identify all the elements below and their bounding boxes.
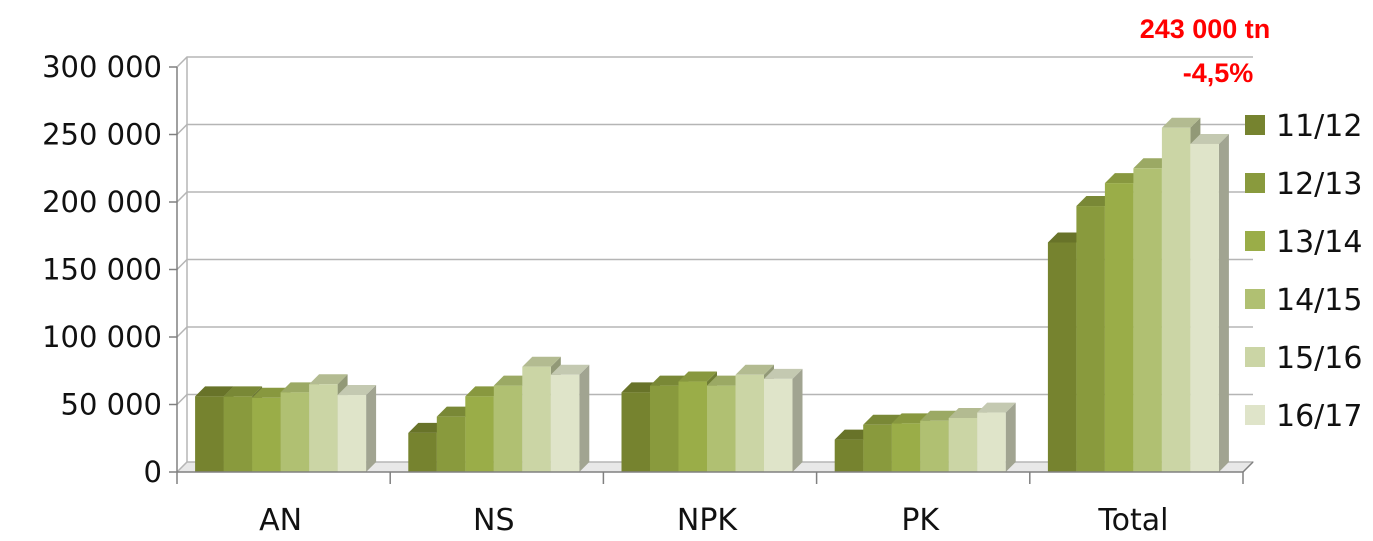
bar-top — [522, 356, 561, 367]
bar-ns-16-17 — [550, 364, 590, 472]
bar-front — [436, 416, 466, 472]
legend-item: 11/12 — [1245, 109, 1362, 144]
bar-front — [1104, 183, 1134, 472]
bar-front — [1047, 242, 1077, 472]
gridline — [176, 56, 1253, 68]
legend-swatch — [1245, 173, 1265, 193]
bar-front — [1076, 206, 1105, 473]
legend-item: 15/16 — [1245, 341, 1362, 376]
bar-front — [977, 412, 1006, 472]
x-category-label: Total — [1097, 503, 1168, 538]
gridline — [176, 258, 1253, 271]
bar-side — [792, 368, 803, 472]
bar-front — [223, 396, 253, 472]
bar-front — [550, 374, 580, 472]
total-annotation: 243 000 tn — [1140, 14, 1271, 44]
bar-front — [650, 385, 679, 472]
bar-front — [764, 378, 793, 472]
bar-top — [863, 414, 902, 425]
bar-front — [408, 432, 437, 472]
legend: 11/12 12/13 13/14 14/15 15/16 16/17 — [1245, 109, 1362, 434]
bar-top — [223, 386, 263, 397]
y-tick-label: 0 — [144, 455, 162, 489]
bar-front — [1133, 168, 1162, 472]
bar-front — [920, 420, 949, 472]
x-category-label: NS — [473, 503, 514, 538]
bar-front — [252, 397, 281, 472]
bar-top — [678, 371, 717, 382]
y-tick-label: 300 000 — [42, 50, 162, 84]
x-category-label: NPK — [677, 503, 739, 538]
legend-swatch — [1245, 289, 1265, 309]
legend-swatch — [1245, 231, 1265, 251]
gridline — [176, 123, 1253, 136]
gridline — [176, 326, 1253, 338]
bar-front — [280, 392, 310, 472]
bar-top — [195, 386, 234, 397]
y-tick-label: 50 000 — [61, 388, 162, 422]
gridline — [176, 191, 1253, 203]
bar-top — [977, 402, 1016, 413]
legend-item: 14/15 — [1245, 283, 1362, 318]
bar-front — [863, 424, 892, 472]
legend-label: 16/17 — [1276, 399, 1362, 434]
bar-front — [948, 418, 978, 472]
legend-label: 14/15 — [1276, 283, 1362, 318]
y-axis: 0 50 000 100 000 150 000 200 000 250 000 300 0… — [42, 50, 178, 489]
bar-front — [621, 392, 650, 472]
legend-swatch — [1245, 405, 1265, 425]
bar-front — [309, 384, 338, 472]
x-axis: AN NS NPK PK Total — [176, 461, 1254, 538]
bar-side — [1218, 133, 1229, 472]
bar-front — [1190, 143, 1219, 472]
bar-npk-16-17 — [764, 368, 803, 472]
bar-top — [735, 364, 774, 375]
bar-side — [1005, 402, 1016, 472]
bar-an-16-17 — [337, 385, 377, 472]
bar-top — [764, 368, 803, 379]
bar-front — [493, 385, 523, 472]
bar-front — [834, 439, 864, 472]
bar-top — [1190, 133, 1229, 144]
x-category-label: PK — [901, 503, 940, 538]
bar-pk-16-17 — [977, 402, 1016, 472]
bar-front — [707, 385, 736, 472]
bar-front — [735, 374, 764, 472]
legend-swatch — [1245, 115, 1265, 135]
legend-item: 12/13 — [1245, 167, 1362, 202]
bar-front — [337, 395, 367, 472]
bar-top — [337, 385, 377, 396]
bar-top — [550, 364, 590, 375]
bar-front — [522, 366, 551, 472]
bars — [195, 117, 1229, 473]
floor-right-edge — [1242, 461, 1254, 473]
bar-side — [366, 385, 377, 472]
legend-swatch — [1245, 347, 1265, 367]
legend-item: 16/17 — [1245, 399, 1362, 434]
bar-total-16-17 — [1190, 133, 1229, 472]
legend-item: 13/14 — [1245, 225, 1362, 260]
bar-top — [1161, 117, 1201, 128]
legend-label: 13/14 — [1276, 225, 1362, 260]
legend-label: 15/16 — [1276, 341, 1362, 376]
bar-front — [195, 396, 224, 472]
bar-front — [891, 423, 921, 472]
gridline — [176, 393, 1253, 406]
bar-front — [678, 381, 707, 472]
bar-side — [579, 364, 590, 472]
y-tick-label: 250 000 — [42, 118, 162, 152]
legend-label: 12/13 — [1276, 167, 1362, 202]
x-category-label: AN — [259, 503, 302, 538]
y-tick-label: 150 000 — [42, 253, 162, 287]
y-tick-label: 100 000 — [42, 320, 162, 354]
bar-front — [465, 396, 494, 472]
bar-front — [1161, 127, 1191, 472]
legend-label: 11/12 — [1276, 109, 1362, 144]
bar-top — [309, 374, 348, 385]
change-annotation: -4,5% — [1183, 58, 1254, 88]
y-tick-label: 200 000 — [42, 185, 162, 219]
